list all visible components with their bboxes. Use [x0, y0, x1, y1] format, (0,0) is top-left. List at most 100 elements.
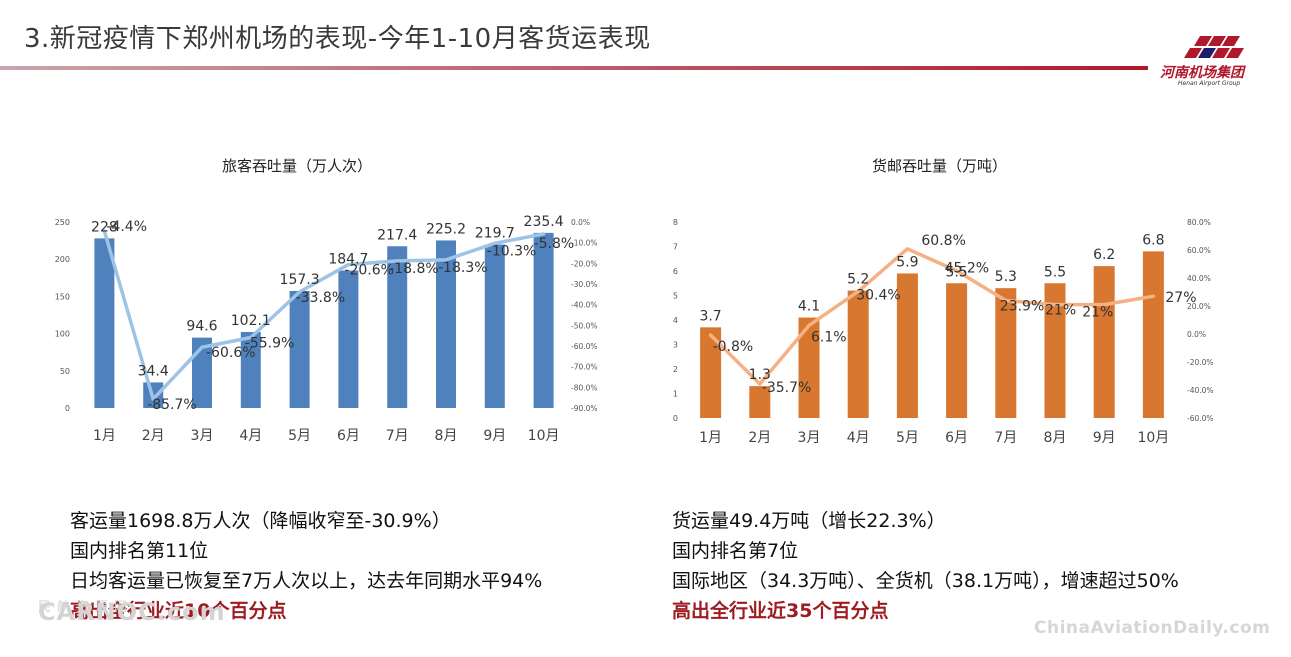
y2-tick-label: -50.0% — [571, 321, 598, 330]
y2-tick-label: 80.0% — [1187, 218, 1211, 227]
growth-value-label: -85.7% — [147, 397, 197, 413]
bar — [192, 337, 212, 408]
category-label: 2月 — [142, 428, 165, 444]
category-label: 6月 — [945, 430, 968, 446]
watermark-left-cn: 民航资源网 — [38, 600, 134, 615]
bar — [240, 332, 261, 408]
bar-value-label: 219.7 — [475, 226, 515, 242]
category-label: 6月 — [337, 428, 360, 444]
bar-value-label: 5.3 — [995, 269, 1017, 285]
bar — [1044, 283, 1066, 418]
category-label: 1月 — [93, 428, 116, 444]
cargo-chart: 0 1 2 3 4 5 6 7 8 80.0% 60.0% 40.0% 20.0% 0.0% -20.0% -… — [673, 218, 1214, 446]
y2-tick-label: -60.0% — [571, 342, 598, 351]
bar — [484, 244, 505, 408]
growth-value-label: -33.8% — [296, 290, 346, 306]
bar — [700, 327, 722, 418]
bar — [896, 273, 918, 418]
bar-value-label: 228 — [91, 219, 118, 235]
y-tick-label: 5 — [673, 292, 678, 301]
title-divider — [0, 66, 1148, 70]
bar — [749, 386, 771, 418]
category-label: 3月 — [191, 428, 214, 444]
bar-value-label: 5.5 — [1044, 264, 1066, 280]
growth-value-label: -55.9% — [245, 336, 295, 352]
bar-value-label: 94.6 — [186, 319, 217, 335]
y2-tick-label: 20.0% — [1187, 302, 1211, 311]
y-tick-label: 2 — [673, 365, 678, 374]
growth-value-label: 23.9% — [1000, 299, 1044, 315]
y2-tick-label: -40.0% — [1187, 386, 1214, 395]
category-label: 4月 — [847, 430, 870, 446]
y2-tick-label: -10.0% — [571, 239, 598, 248]
y-tick-label: 1 — [673, 390, 678, 399]
category-label: 10月 — [528, 428, 560, 444]
growth-value-label: 27% — [1165, 290, 1196, 306]
growth-value-label: 30.4% — [856, 287, 900, 303]
y-tick-label: 3 — [673, 341, 678, 350]
category-label: 9月 — [483, 428, 506, 444]
y-tick-label: 200 — [55, 255, 70, 264]
y-tick-label: 100 — [55, 330, 70, 339]
passenger-stat-highlight: 高出全行业近10个百分点 — [70, 600, 287, 622]
y2-tick-label: -40.0% — [571, 301, 598, 310]
bar — [338, 270, 359, 408]
passenger-stat-line: 客运量1698.8万人次（降幅收窄至-30.9%） — [70, 510, 451, 532]
bar-value-label: 235.4 — [524, 214, 564, 230]
growth-value-label: 21% — [1082, 305, 1113, 321]
growth-value-label: 45.2% — [945, 261, 989, 277]
bar-value-label: 184.7 — [328, 252, 368, 268]
y-tick-label: 6 — [673, 267, 678, 276]
cargo-stat-highlight: 高出全行业近35个百分点 — [672, 600, 889, 622]
bar-value-label: 1.3 — [749, 367, 771, 383]
bar-value-label: 34.4 — [138, 363, 169, 379]
growth-value-label: 21% — [1045, 303, 1076, 319]
bar — [289, 290, 310, 408]
y-tick-label: 50 — [60, 367, 70, 376]
growth-line — [102, 229, 546, 401]
category-label: 8月 — [1044, 430, 1067, 446]
category-label: 8月 — [435, 428, 458, 444]
y2-tick-label: -20.0% — [1187, 358, 1214, 367]
bar-value-label: 6.8 — [1142, 232, 1164, 248]
category-label: 2月 — [748, 430, 771, 446]
y-tick-label: 7 — [673, 243, 678, 252]
bar — [1093, 266, 1115, 418]
category-label: 10月 — [1137, 430, 1169, 446]
growth-value-label: -60.6% — [206, 345, 256, 361]
category-label: 4月 — [239, 428, 262, 444]
passenger-chart: 0 50 100 150 200 250 0.0% -10.0% -20.0% -30.0% -40… — [55, 214, 598, 444]
bar — [533, 232, 554, 408]
y2-tick-label: -90.0% — [571, 404, 598, 413]
category-label: 5月 — [288, 428, 311, 444]
y2-tick-label: 40.0% — [1187, 274, 1211, 283]
category-label: 3月 — [798, 430, 821, 446]
bar — [946, 283, 968, 418]
growth-value-label: -20.6% — [344, 263, 394, 279]
y-tick-label: 0 — [65, 404, 70, 413]
logo-subtitle: Henan Airport Group — [1178, 80, 1241, 87]
cargo-stat-line: 货运量49.4万吨（增长22.3%） — [672, 510, 946, 532]
y2-tick-label: 0.0% — [1187, 330, 1206, 339]
passenger-chart-title: 旅客吞吐量（万人次） — [222, 157, 373, 175]
y-tick-label: 4 — [673, 316, 678, 325]
y2-tick-label: 60.0% — [1187, 246, 1211, 255]
growth-value-label: -4.4% — [106, 219, 147, 235]
bar-value-label: 225.2 — [426, 221, 466, 237]
y-tick-label: 250 — [55, 218, 70, 227]
growth-value-label: -5.8% — [534, 236, 575, 252]
bar-value-label: 217.4 — [377, 227, 417, 243]
passenger-stat-line: 日均客运量已恢复至7万人次以上，达去年同期水平94% — [70, 570, 543, 592]
category-label: 1月 — [699, 430, 722, 446]
y-tick-label: 8 — [673, 218, 678, 227]
growth-value-label: 60.8% — [921, 233, 965, 249]
cargo-stat-line: 国内排名第7位 — [672, 540, 799, 562]
y2-tick-label: 0.0% — [571, 218, 590, 227]
bar — [94, 238, 115, 408]
watermark-right: ChinaAviationDaily.com — [1034, 618, 1271, 638]
bar-value-label: 6.2 — [1093, 247, 1115, 263]
category-label: 5月 — [896, 430, 919, 446]
y-tick-label: 150 — [55, 292, 70, 301]
category-label: 9月 — [1093, 430, 1116, 446]
y2-tick-label: -80.0% — [571, 383, 598, 392]
